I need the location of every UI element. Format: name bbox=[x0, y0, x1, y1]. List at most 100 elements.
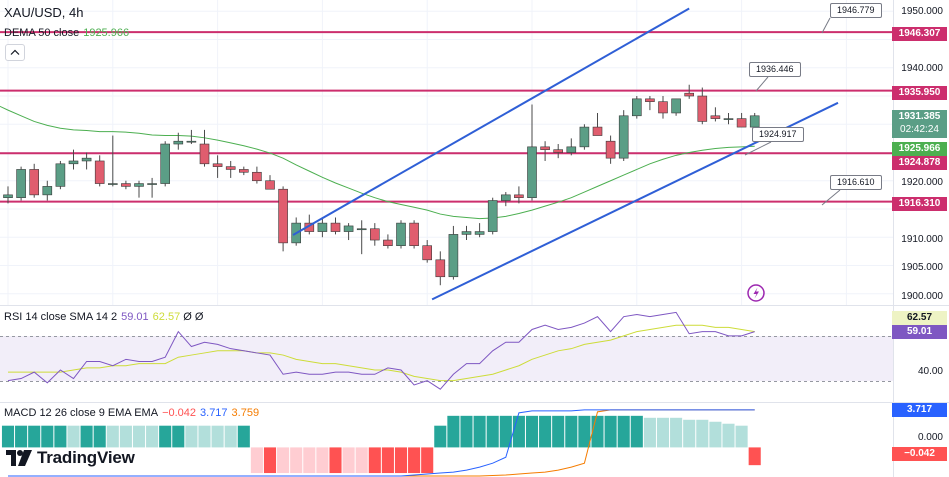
alert-icon[interactable] bbox=[747, 284, 765, 302]
symbol-title: XAU/USD, 4h bbox=[4, 5, 84, 20]
channel-upper-line bbox=[292, 7, 690, 236]
candle bbox=[225, 160, 236, 178]
candle bbox=[330, 217, 341, 235]
candle-body bbox=[239, 169, 249, 173]
candle-body bbox=[697, 95, 708, 122]
candle bbox=[383, 234, 393, 249]
rsi-line bbox=[7, 311, 755, 390]
macd-legend[interactable]: MACD 12 26 close 9 EMA EMA −0.042 3.717 3.7… bbox=[4, 407, 259, 419]
candle bbox=[147, 177, 157, 198]
collapse-legend-button[interactable] bbox=[5, 44, 25, 61]
candle-body bbox=[199, 143, 210, 165]
macd-histogram-bar bbox=[237, 425, 250, 448]
candle bbox=[500, 192, 511, 207]
candle bbox=[356, 220, 367, 255]
candle-body bbox=[81, 157, 92, 162]
rsi-legend-value: 59.01 bbox=[121, 311, 149, 323]
candle-body bbox=[278, 188, 288, 244]
candle-body bbox=[461, 231, 472, 235]
macd-histogram-bar bbox=[512, 415, 525, 448]
candle bbox=[108, 135, 118, 187]
macd-histogram-bar bbox=[709, 421, 722, 448]
candle-body bbox=[592, 126, 603, 136]
tradingview-logo-icon bbox=[6, 450, 32, 466]
dema-legend[interactable]: DEMA 50 close 1925.966 bbox=[4, 27, 129, 39]
candle bbox=[409, 220, 419, 249]
tradingview-logo[interactable]: TradingView bbox=[6, 448, 135, 468]
macd-histogram-bar bbox=[591, 415, 604, 448]
macd-histogram-bar bbox=[368, 447, 381, 474]
price-scale-label: 1950.000 bbox=[901, 6, 943, 17]
macd-histogram-bar bbox=[67, 425, 80, 448]
candle-body bbox=[527, 146, 537, 198]
candle-body bbox=[749, 115, 760, 128]
macd-histogram-bar bbox=[303, 447, 316, 474]
candle-body bbox=[330, 222, 341, 232]
candle-body bbox=[134, 183, 144, 187]
macd-line-legend-value: 3.717 bbox=[200, 407, 228, 419]
macd-histogram-bar bbox=[106, 425, 119, 448]
horizontal-levels[interactable] bbox=[0, 31, 893, 203]
candle-body bbox=[710, 115, 721, 119]
macd-histogram-bar bbox=[224, 425, 237, 448]
price-callout[interactable]: 1924.917 bbox=[752, 127, 804, 142]
candle-body bbox=[645, 98, 655, 102]
price-callout[interactable]: 1936.446 bbox=[749, 62, 801, 77]
macd-histogram-bar bbox=[342, 447, 355, 474]
candle bbox=[396, 220, 406, 249]
rsi-label: RSI 14 close SMA 14 2 bbox=[4, 311, 118, 323]
macd-histogram-bar bbox=[250, 447, 263, 474]
macd-histogram-bar bbox=[408, 447, 421, 474]
candle bbox=[317, 217, 328, 238]
macd-histogram-bar bbox=[643, 417, 656, 448]
callout-leaders bbox=[744, 17, 841, 206]
candle bbox=[514, 186, 524, 204]
candle bbox=[3, 186, 13, 204]
price-callout[interactable]: 1946.779 bbox=[830, 3, 882, 18]
callout-leader-line bbox=[821, 17, 831, 34]
candle bbox=[160, 141, 170, 187]
rsi-scale-label: 40.00 bbox=[917, 366, 943, 377]
candle bbox=[134, 180, 144, 198]
price-scale-label: 1905.000 bbox=[901, 262, 943, 273]
candle bbox=[343, 223, 354, 241]
price-callout[interactable]: 1916.610 bbox=[830, 175, 882, 190]
macd-hist-legend-value: −0.042 bbox=[162, 407, 197, 419]
price-scale-label: 1940.000 bbox=[901, 63, 943, 74]
macd-histogram-bar bbox=[722, 423, 735, 448]
macd-histogram-bar bbox=[381, 447, 394, 474]
dema-series-line bbox=[0, 105, 755, 220]
price-scale-label: 1910.000 bbox=[901, 234, 943, 245]
candle bbox=[723, 112, 734, 125]
candle bbox=[645, 96, 655, 111]
candle bbox=[16, 166, 26, 201]
last-price: 1931.385 bbox=[898, 111, 941, 122]
candle-body bbox=[500, 194, 511, 201]
rsi-legend[interactable]: RSI 14 close SMA 14 2 59.01 62.57 Ø Ø bbox=[4, 311, 203, 323]
macd-tag: 3.717 bbox=[892, 403, 947, 417]
dema-value: 1925.966 bbox=[83, 27, 130, 39]
macd-histogram-bar bbox=[486, 415, 499, 448]
chevron-up-icon bbox=[10, 49, 20, 55]
candle bbox=[474, 223, 485, 238]
macd-histogram-bar bbox=[473, 415, 486, 448]
candle-body bbox=[68, 160, 79, 165]
macd-histogram-bar bbox=[421, 447, 434, 474]
candle bbox=[592, 112, 603, 136]
macd-histogram-bar bbox=[394, 447, 408, 474]
macd-histogram-bar bbox=[159, 425, 172, 448]
macd-hist-tag: −0.042 bbox=[892, 447, 947, 461]
symbol-legend[interactable]: XAU/USD, 4h bbox=[4, 5, 83, 20]
macd-scale-label: 0.000 bbox=[917, 432, 943, 443]
candle bbox=[239, 166, 249, 176]
macd-histogram-bar bbox=[604, 415, 617, 448]
macd-histogram-bar bbox=[119, 425, 132, 448]
macd-histogram-bar bbox=[499, 415, 512, 448]
candle-body bbox=[186, 140, 197, 143]
macd-histogram-bar bbox=[683, 419, 696, 448]
macd-histogram-bar bbox=[198, 425, 211, 448]
macd-histogram-bar bbox=[565, 415, 578, 448]
candle bbox=[487, 197, 498, 235]
